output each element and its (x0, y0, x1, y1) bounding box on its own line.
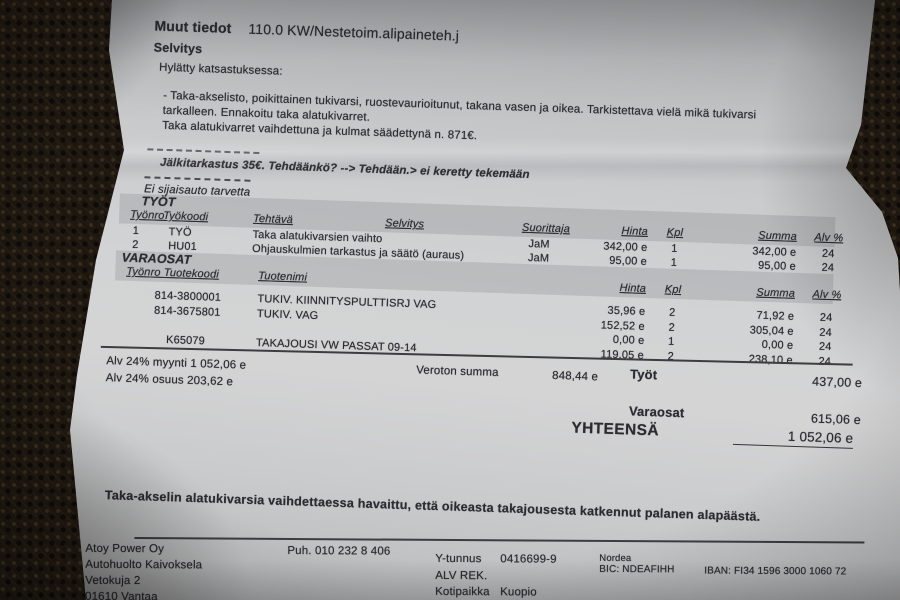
footer-alvrek: ALV REK. (435, 569, 488, 583)
footer-divider-line (134, 537, 865, 544)
footer-street: Vetokuja 2 (85, 574, 141, 588)
footer-city: 01610 Vantaa (85, 590, 158, 600)
footer-bic: BIC: NDEAFIHH (599, 563, 675, 576)
footer-kotipaikka-value: Kuopio (500, 586, 537, 599)
footer-company-dept: Autohuolto Kaivoksela (85, 558, 203, 572)
footer-ytunnus-value: 0416699-9 (500, 553, 557, 566)
footer-company-name: Atoy Power Oy (85, 542, 165, 556)
footer-iban: IBAN: FI34 1596 3000 1060 72 (704, 565, 847, 578)
footer-ytunnus-label: Y-tunnus (435, 552, 482, 566)
footer-phone: Puh. 010 232 8 406 (287, 544, 391, 558)
footer-kotipaikka-label: Kotipaikka (435, 585, 490, 599)
footer-bank-name: Nordea (599, 552, 632, 565)
